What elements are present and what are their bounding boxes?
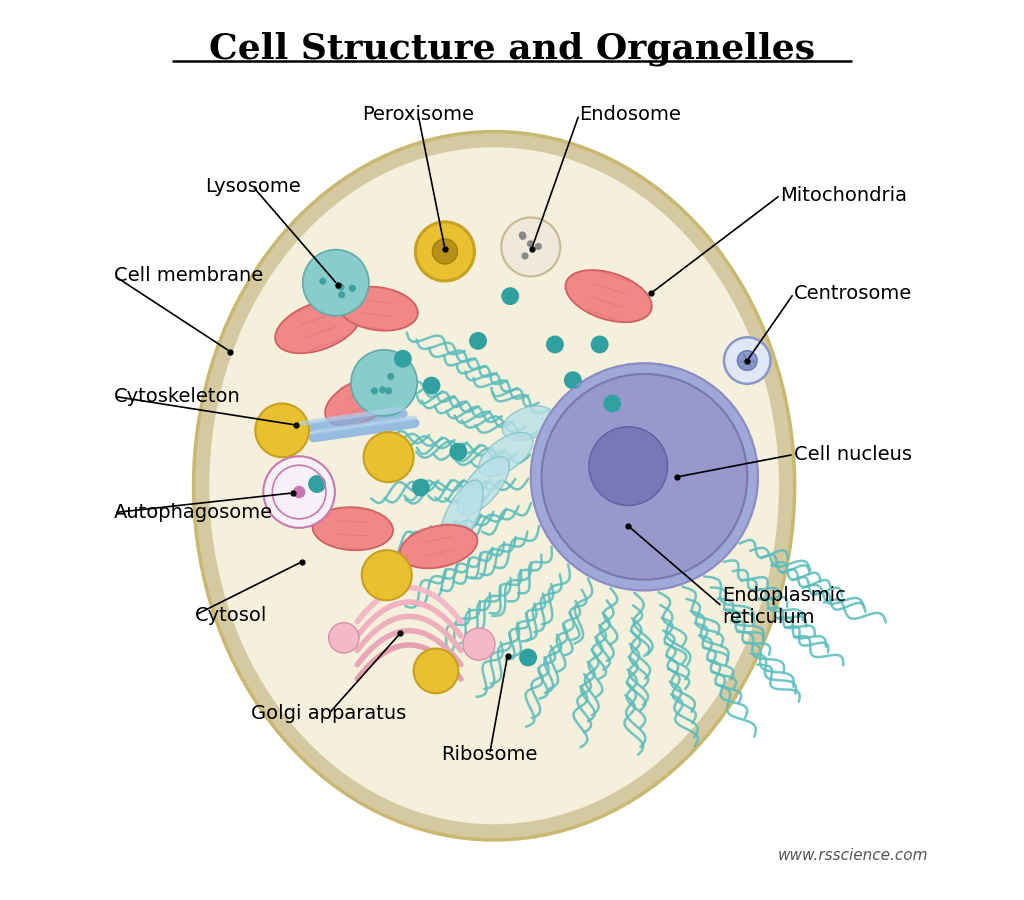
Circle shape bbox=[469, 332, 487, 350]
Circle shape bbox=[319, 277, 327, 284]
Circle shape bbox=[737, 351, 757, 371]
Ellipse shape bbox=[208, 146, 780, 825]
Text: Lysosome: Lysosome bbox=[205, 176, 300, 195]
Circle shape bbox=[463, 628, 495, 661]
Circle shape bbox=[612, 443, 630, 461]
Circle shape bbox=[329, 623, 359, 653]
Ellipse shape bbox=[400, 525, 477, 568]
Text: Cell Structure and Organelles: Cell Structure and Organelles bbox=[209, 32, 815, 66]
Text: Centrosome: Centrosome bbox=[794, 284, 912, 303]
Text: Peroxisome: Peroxisome bbox=[362, 105, 474, 124]
Circle shape bbox=[293, 486, 305, 499]
Circle shape bbox=[502, 287, 519, 305]
Circle shape bbox=[519, 649, 537, 667]
Circle shape bbox=[335, 283, 342, 290]
Circle shape bbox=[379, 386, 386, 393]
Circle shape bbox=[371, 387, 378, 394]
Circle shape bbox=[385, 387, 392, 394]
Ellipse shape bbox=[439, 480, 483, 554]
Ellipse shape bbox=[312, 508, 393, 550]
Circle shape bbox=[535, 243, 542, 250]
Text: Endoplasmic
reticulum: Endoplasmic reticulum bbox=[722, 586, 846, 627]
Circle shape bbox=[303, 249, 369, 316]
Circle shape bbox=[530, 364, 758, 590]
Text: Endosome: Endosome bbox=[580, 105, 681, 124]
Circle shape bbox=[432, 238, 458, 264]
Circle shape bbox=[546, 336, 564, 354]
Text: Mitochondria: Mitochondria bbox=[780, 185, 907, 204]
Ellipse shape bbox=[325, 376, 398, 426]
Circle shape bbox=[521, 252, 528, 259]
Ellipse shape bbox=[338, 287, 418, 330]
Circle shape bbox=[361, 550, 412, 600]
Circle shape bbox=[519, 231, 526, 239]
Circle shape bbox=[564, 372, 582, 389]
Ellipse shape bbox=[458, 456, 509, 515]
Circle shape bbox=[519, 233, 526, 240]
Circle shape bbox=[603, 394, 622, 412]
Text: Cell membrane: Cell membrane bbox=[114, 266, 263, 285]
Ellipse shape bbox=[565, 270, 651, 322]
Text: Cell nucleus: Cell nucleus bbox=[794, 445, 911, 464]
Circle shape bbox=[412, 479, 430, 497]
Ellipse shape bbox=[503, 406, 554, 440]
Circle shape bbox=[724, 338, 770, 383]
Circle shape bbox=[394, 350, 412, 368]
Circle shape bbox=[337, 284, 344, 291]
Text: Ribosome: Ribosome bbox=[441, 744, 538, 763]
Ellipse shape bbox=[194, 131, 795, 840]
Text: Golgi apparatus: Golgi apparatus bbox=[251, 705, 407, 724]
Circle shape bbox=[589, 427, 668, 506]
Circle shape bbox=[416, 222, 474, 281]
Circle shape bbox=[364, 432, 414, 482]
Circle shape bbox=[527, 240, 535, 248]
Circle shape bbox=[387, 373, 394, 380]
Circle shape bbox=[338, 292, 345, 299]
Text: Cytosol: Cytosol bbox=[195, 606, 267, 625]
Circle shape bbox=[349, 284, 356, 292]
Circle shape bbox=[414, 649, 459, 693]
Circle shape bbox=[255, 403, 309, 457]
Circle shape bbox=[450, 443, 467, 461]
Circle shape bbox=[308, 475, 326, 493]
Circle shape bbox=[423, 377, 440, 394]
Circle shape bbox=[263, 456, 335, 527]
Text: www.rsscience.com: www.rsscience.com bbox=[777, 848, 928, 863]
Text: Cytoskeleton: Cytoskeleton bbox=[114, 387, 241, 406]
Ellipse shape bbox=[275, 300, 360, 353]
Circle shape bbox=[502, 218, 560, 276]
Text: Autophagosome: Autophagosome bbox=[114, 503, 273, 522]
Circle shape bbox=[351, 350, 417, 416]
Circle shape bbox=[591, 336, 608, 354]
Circle shape bbox=[542, 374, 748, 580]
Ellipse shape bbox=[478, 432, 532, 476]
